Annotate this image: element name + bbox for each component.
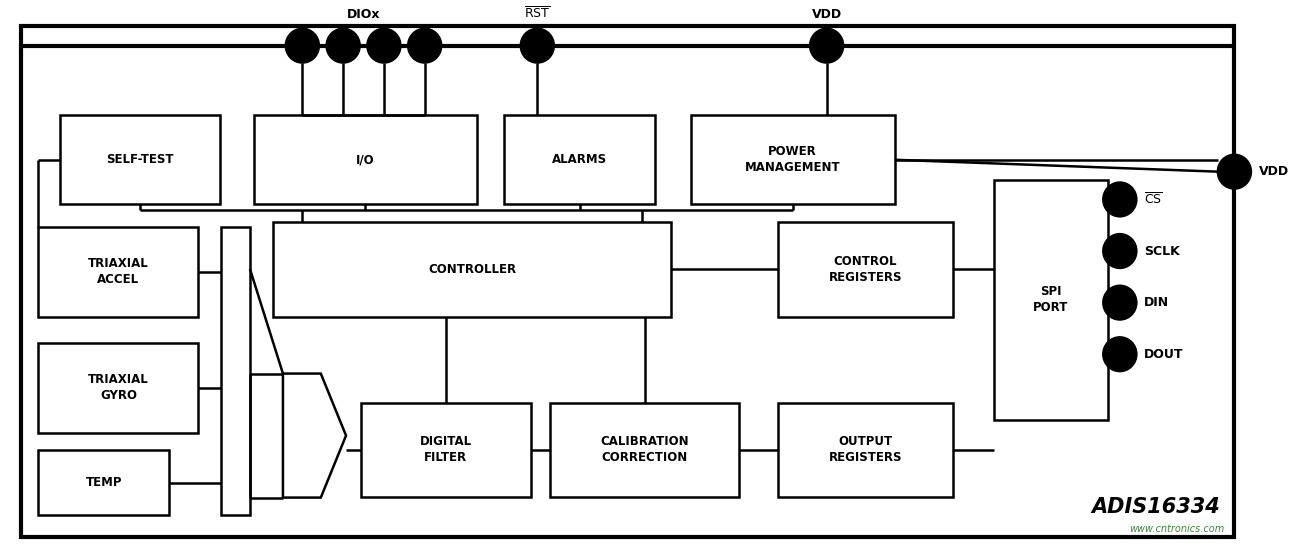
Text: ADIS16334: ADIS16334 xyxy=(1090,497,1219,517)
Bar xyxy=(39,343,199,432)
Text: ALARMS: ALARMS xyxy=(552,153,607,166)
Bar xyxy=(994,180,1109,420)
Text: DIN: DIN xyxy=(1145,296,1169,309)
Circle shape xyxy=(286,29,318,62)
Text: DOUT: DOUT xyxy=(1145,348,1183,360)
Text: CONTROL
REGISTERS: CONTROL REGISTERS xyxy=(829,255,902,284)
Circle shape xyxy=(367,29,401,62)
Text: www.cntronics.com: www.cntronics.com xyxy=(1129,524,1225,534)
Circle shape xyxy=(326,29,360,62)
Circle shape xyxy=(1103,286,1137,320)
Text: OUTPUT
REGISTERS: OUTPUT REGISTERS xyxy=(829,435,902,464)
Text: CALIBRATION
CORRECTION: CALIBRATION CORRECTION xyxy=(601,435,688,464)
Circle shape xyxy=(1103,234,1137,268)
Text: $\overline{\rm CS}$: $\overline{\rm CS}$ xyxy=(1145,192,1163,207)
Bar xyxy=(254,115,477,204)
Circle shape xyxy=(409,29,441,62)
Text: VDD: VDD xyxy=(1258,165,1289,178)
Bar xyxy=(361,403,531,497)
Text: DIGITAL
FILTER: DIGITAL FILTER xyxy=(419,435,472,464)
Text: SPI
PORT: SPI PORT xyxy=(1034,285,1069,314)
Bar xyxy=(273,222,672,316)
Bar xyxy=(691,115,895,204)
Circle shape xyxy=(809,29,843,62)
Text: TRIAXIAL
GYRO: TRIAXIAL GYRO xyxy=(88,373,148,402)
Bar xyxy=(504,115,655,204)
Text: DIOx: DIOx xyxy=(347,8,380,21)
Bar xyxy=(550,403,740,497)
Bar xyxy=(779,222,953,316)
Text: SELF-TEST: SELF-TEST xyxy=(106,153,174,166)
Text: POWER
MANAGEMENT: POWER MANAGEMENT xyxy=(745,145,840,174)
Bar xyxy=(39,450,169,515)
Text: I/O: I/O xyxy=(356,153,375,166)
Text: TRIAXIAL
ACCEL: TRIAXIAL ACCEL xyxy=(88,257,148,286)
Bar xyxy=(220,227,250,515)
Text: SCLK: SCLK xyxy=(1145,244,1179,258)
Bar xyxy=(39,227,199,316)
Bar xyxy=(779,403,953,497)
Text: CONTROLLER: CONTROLLER xyxy=(428,263,517,276)
Text: TEMP: TEMP xyxy=(85,476,122,489)
Polygon shape xyxy=(284,373,345,498)
Text: VDD: VDD xyxy=(812,8,842,21)
Bar xyxy=(59,115,220,204)
Circle shape xyxy=(1218,155,1250,189)
Text: $\overline{\rm RST}$: $\overline{\rm RST}$ xyxy=(525,6,550,21)
Circle shape xyxy=(1103,338,1137,371)
Circle shape xyxy=(1103,182,1137,217)
Circle shape xyxy=(521,29,554,62)
